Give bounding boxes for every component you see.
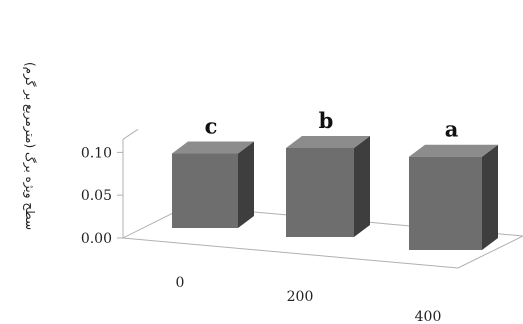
bar-side-face: [238, 141, 254, 228]
x-tick-label: 400: [415, 309, 442, 324]
x-tick-label: 0: [176, 275, 185, 291]
y-axis-title: سطح ویژه برگ (مترمربع بر گرم): [22, 62, 37, 230]
bar-group: [172, 135, 498, 250]
bar-side-face: [482, 144, 498, 250]
y-tick-label: 0.10: [81, 145, 112, 161]
bar-significance-label: b: [319, 108, 334, 133]
bar-front-face: [286, 147, 354, 237]
bar-front-face: [172, 153, 238, 228]
bar-top-face: [172, 141, 254, 154]
bar: [172, 141, 254, 228]
chart-axes: [117, 128, 523, 269]
bar-top-face: [409, 144, 498, 157]
bar-significance-label: a: [445, 117, 459, 142]
bar-significance-label: c: [205, 114, 218, 139]
bar: [286, 135, 370, 237]
bar-top-face: [286, 135, 370, 148]
bar: [409, 144, 498, 250]
bar-side-face: [354, 135, 370, 237]
x-tick-label: 200: [287, 289, 314, 305]
bar-front-face: [409, 156, 482, 250]
y-tick-label: 0.00: [81, 231, 112, 247]
chart-floor: [121, 205, 523, 269]
y-tick-label: 0.05: [81, 188, 112, 204]
wall-top-edge: [122, 128, 139, 140]
chart-labels: 0.00 0.05 0.10 سطح ویژه برگ (مترمربع بر گرم…: [22, 62, 459, 324]
